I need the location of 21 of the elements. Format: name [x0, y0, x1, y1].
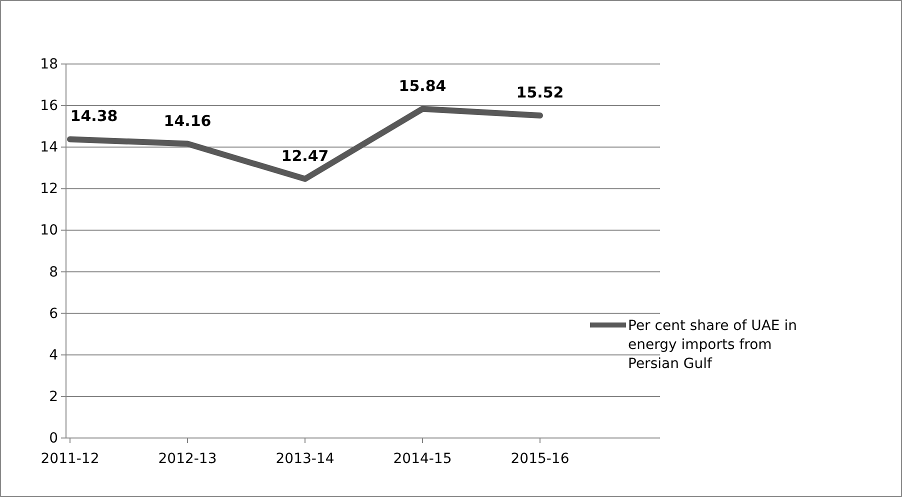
data-label: 15.84 — [398, 76, 446, 95]
x-tick-label: 2011-12 — [40, 450, 100, 467]
data-label: 15.52 — [516, 84, 564, 102]
y-tick-label: 10 — [40, 222, 58, 239]
y-tick-label: 14 — [40, 140, 58, 156]
data-label: 14.16 — [164, 112, 212, 130]
x-tick-label: 2015-16 — [510, 450, 570, 467]
y-tick-label: 8 — [49, 264, 58, 280]
y-tick-label: 4 — [49, 347, 58, 364]
x-tick-label: 2012-13 — [158, 450, 217, 467]
data-label: 14.38 — [70, 107, 118, 126]
y-tick-label: 16 — [40, 98, 58, 114]
x-tick-label: 2014-15 — [393, 450, 452, 467]
y-tick-label: 0 — [49, 430, 58, 446]
y-tick-label: 12 — [40, 181, 58, 198]
data-label: 12.47 — [281, 146, 329, 165]
legend-label: Per cent share of UAE in energy imports from Persian Gulf — [628, 318, 797, 372]
y-tick-label: 18 — [40, 56, 58, 72]
y-tick-label: 2 — [49, 388, 58, 405]
x-tick-label: 2013-14 — [276, 450, 334, 467]
y-tick-label: 6 — [49, 306, 58, 322]
